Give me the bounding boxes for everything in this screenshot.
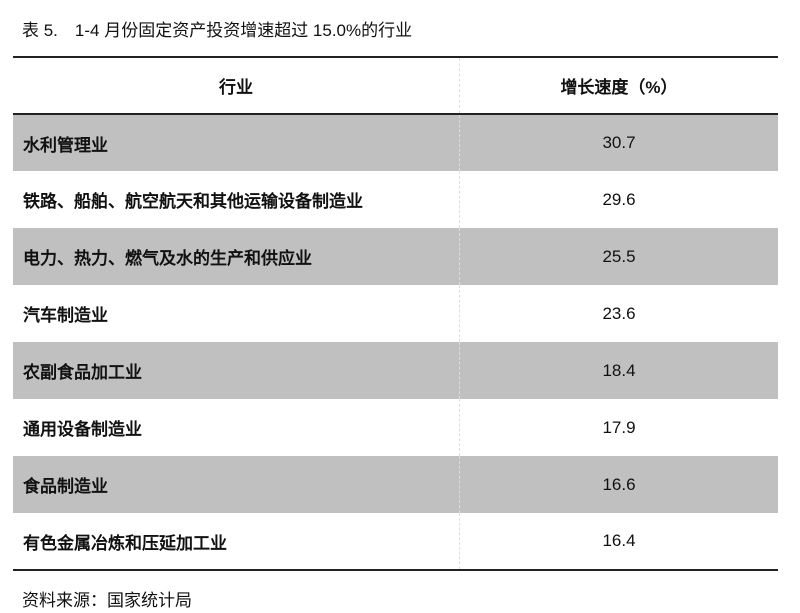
industry-cell: 通用设备制造业	[13, 399, 460, 456]
table-row: 食品制造业 16.6	[13, 456, 778, 513]
table-row: 有色金属冶炼和压延加工业 16.4	[13, 513, 778, 570]
table-row: 汽车制造业 23.6	[13, 285, 778, 342]
growth-cell: 25.5	[602, 246, 636, 266]
header-row: 行业 增长速度（%）	[13, 57, 778, 114]
industry-growth-table: 行业 增长速度（%） 水利管理业 30.7 铁路、船舶、航空航天和其他运输设备制造业…	[13, 56, 778, 571]
industry-cell: 电力、热力、燃气及水的生产和供应业	[13, 228, 460, 285]
growth-cell: 18.4	[602, 360, 636, 380]
table-title: 表 5. 1-4 月份固定资产投资增速超过 15.0%的行业	[22, 21, 413, 40]
table-row: 农副食品加工业 18.4	[13, 342, 778, 399]
table-row: 电力、热力、燃气及水的生产和供应业 25.5	[13, 228, 778, 285]
industry-cell: 汽车制造业	[13, 285, 460, 342]
header-industry: 行业	[13, 57, 460, 114]
industry-cell: 铁路、船舶、航空航天和其他运输设备制造业	[13, 171, 460, 228]
table-row: 水利管理业 30.7	[13, 114, 778, 171]
growth-cell: 30.7	[602, 133, 636, 152]
growth-cell: 16.6	[602, 474, 636, 494]
header-growth: 增长速度（%）	[560, 78, 678, 97]
industry-cell: 水利管理业	[13, 114, 460, 171]
growth-cell: 23.6	[602, 303, 636, 323]
growth-cell: 29.6	[602, 189, 636, 209]
table-row: 通用设备制造业 17.9	[13, 399, 778, 456]
industry-cell: 食品制造业	[13, 456, 460, 513]
growth-cell: 16.4	[602, 531, 636, 550]
growth-cell: 17.9	[602, 417, 636, 437]
industry-cell: 有色金属冶炼和压延加工业	[13, 513, 460, 570]
table-row: 铁路、船舶、航空航天和其他运输设备制造业 29.6	[13, 171, 778, 228]
industry-cell: 农副食品加工业	[13, 342, 460, 399]
source-note: 资料来源：国家统计局	[22, 591, 192, 610]
